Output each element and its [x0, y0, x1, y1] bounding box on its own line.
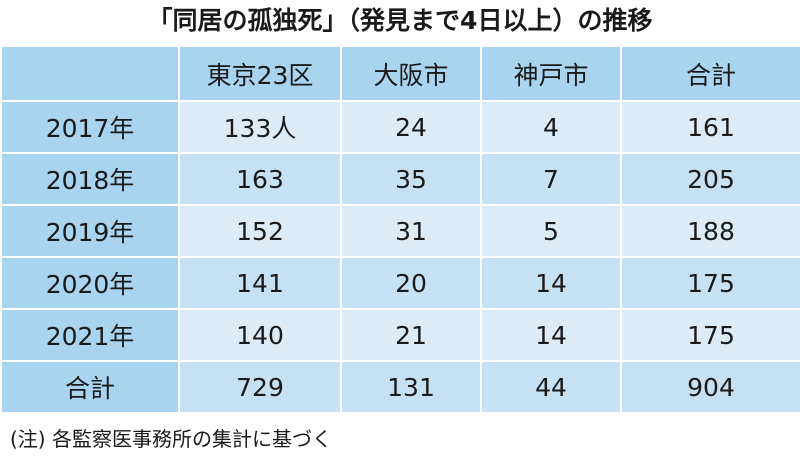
row-header: 2018年 [0, 152, 180, 206]
table-cell: 161 [620, 100, 800, 154]
table-cell: 140 [178, 308, 342, 362]
table-cell: 7 [480, 152, 622, 206]
table-row: 合計 729 131 44 904 [0, 360, 800, 414]
table-cell: 20 [340, 256, 482, 310]
row-header: 2017年 [0, 100, 180, 154]
table-cell: 35 [340, 152, 482, 206]
table-row: 2020年 141 20 14 175 [0, 256, 800, 310]
table-cell: 131 [340, 360, 482, 414]
table-cell: 175 [620, 256, 800, 310]
row-header: 2021年 [0, 308, 180, 362]
table-cell: 163 [178, 152, 342, 206]
column-header: 合計 [620, 45, 800, 102]
row-header: 2020年 [0, 256, 180, 310]
table-cell: 205 [620, 152, 800, 206]
corner-cell [0, 45, 180, 102]
table-cell: 31 [340, 204, 482, 258]
table-cell: 21 [340, 308, 482, 362]
table-row: 2021年 140 21 14 175 [0, 308, 800, 362]
table-cell: 152 [178, 204, 342, 258]
header-row: 東京23区 大阪市 神戸市 合計 [0, 45, 800, 102]
table-cell: 904 [620, 360, 800, 414]
table-cell: 5 [480, 204, 622, 258]
table-cell: 24 [340, 100, 482, 154]
table-cell: 4 [480, 100, 622, 154]
column-header: 大阪市 [340, 45, 482, 102]
table-cell: 141 [178, 256, 342, 310]
table-cell: 44 [480, 360, 622, 414]
table-cell: 14 [480, 308, 622, 362]
table-row: 2018年 163 35 7 205 [0, 152, 800, 206]
table-body: 2017年 133人 24 4 161 2018年 163 35 7 205 2019年 152 31 5… [0, 100, 800, 414]
row-header: 合計 [0, 360, 180, 414]
table-cell: 729 [178, 360, 342, 414]
table-cell: 14 [480, 256, 622, 310]
table-cell: 133人 [178, 100, 342, 154]
column-header: 東京23区 [178, 45, 342, 102]
table: 東京23区 大阪市 神戸市 合計 2017年 133人 24 4 161 2018年 163 35 7… [0, 45, 800, 414]
table-row: 2017年 133人 24 4 161 [0, 100, 800, 154]
row-header: 2019年 [0, 204, 180, 258]
table-row: 2019年 152 31 5 188 [0, 204, 800, 258]
table-cell: 188 [620, 204, 800, 258]
column-header: 神戸市 [480, 45, 622, 102]
table-cell: 175 [620, 308, 800, 362]
note: (注) 各監察医事務所の集計に基づく [10, 427, 332, 451]
title: 「同居の孤独死」（発見まで4日以上）の推移 [147, 6, 653, 35]
